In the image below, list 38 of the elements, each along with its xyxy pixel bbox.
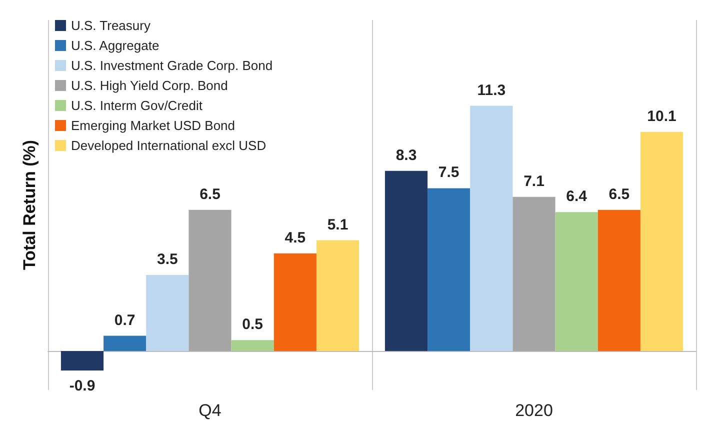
bar [470, 106, 513, 351]
bar [316, 240, 360, 351]
data-label: 7.5 [438, 164, 460, 182]
data-label: 6.5 [608, 186, 630, 203]
bar [555, 212, 598, 351]
bar [512, 196, 556, 351]
legend-label: U.S. Treasury [71, 18, 151, 33]
data-label: 4.5 [284, 229, 306, 246]
legend-label: U.S. Investment Grade Corp. Bond [71, 58, 273, 73]
data-label: 5.1 [327, 216, 348, 234]
bar [428, 188, 470, 351]
bar [104, 336, 146, 351]
legend-label: U.S. High Yield Corp. Bond [71, 78, 228, 93]
bar [274, 253, 316, 351]
bar [384, 170, 428, 351]
data-label: 0.5 [242, 316, 264, 334]
x-tick-label: Q4 [198, 401, 222, 420]
bar [188, 210, 232, 351]
data-label: 11.3 [477, 82, 506, 99]
data-label: 6.5 [200, 186, 220, 203]
bar [231, 340, 274, 351]
legend-label: U.S. Aggregate [71, 38, 160, 53]
data-label: 3.5 [156, 251, 178, 268]
data-label: 8.3 [396, 146, 417, 164]
data-label: 6.4 [566, 188, 588, 206]
legend-label: Emerging Market USD Bond [71, 118, 236, 133]
data-label: 7.1 [524, 172, 544, 190]
data-label: 10.1 [647, 108, 676, 125]
data-label: -0.9 [69, 377, 96, 394]
legend-label: U.S. Interm Gov/Credit [71, 98, 203, 113]
bar [60, 350, 104, 370]
bar [640, 132, 684, 351]
y-axis-title: Total Return (%) [20, 140, 39, 270]
legend-label: Developed International excl USD [71, 138, 266, 153]
bar [598, 210, 640, 351]
x-tick-label: 2020 [515, 401, 553, 420]
bar [146, 275, 189, 351]
data-label: 0.7 [114, 312, 136, 329]
